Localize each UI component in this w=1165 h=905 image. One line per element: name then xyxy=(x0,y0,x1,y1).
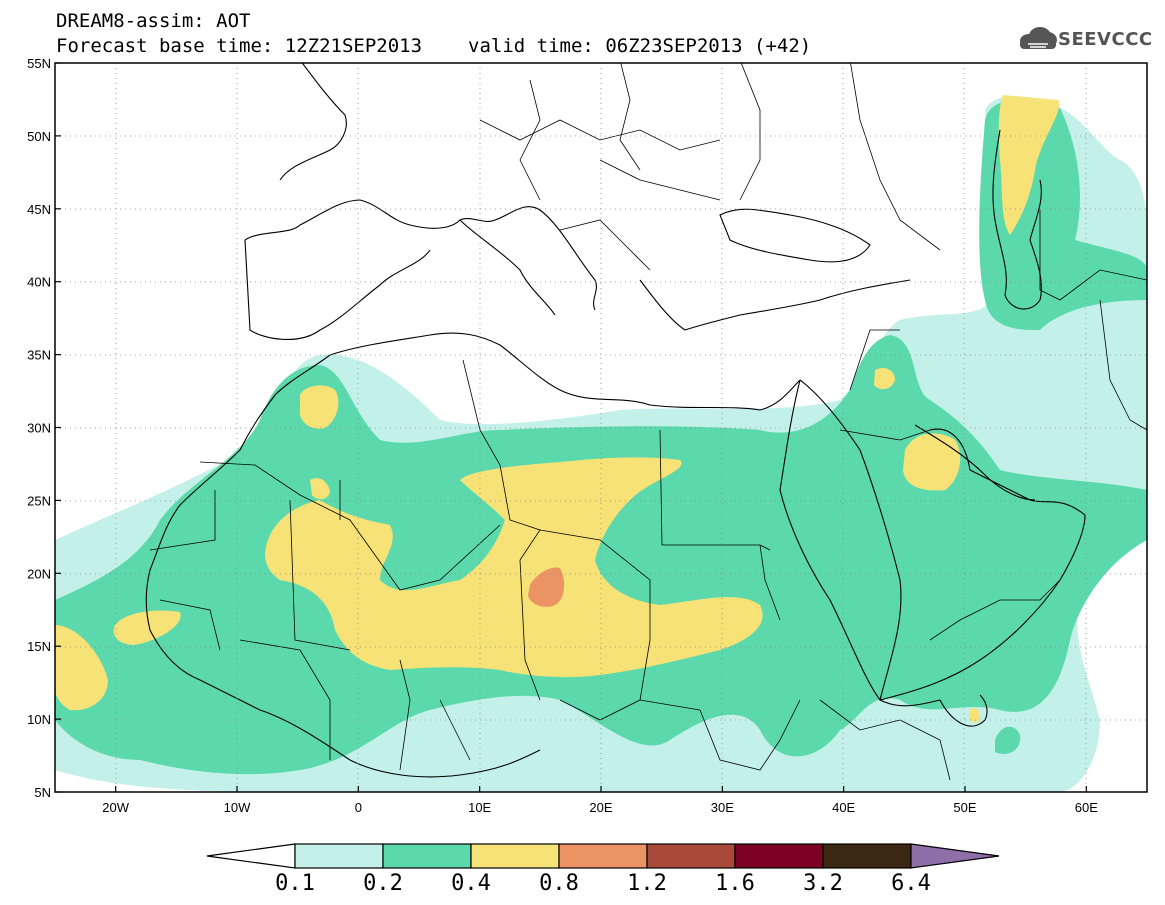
lat-label: 50N xyxy=(27,129,51,144)
lon-label: 30E xyxy=(711,800,734,815)
colorbar: 0.1 0.2 0.4 0.8 1.2 1.6 3.2 6.4 xyxy=(206,843,1000,896)
forecast-base-time: Forecast base time: 12Z21SEP2013 xyxy=(56,35,423,57)
lat-label: 30N xyxy=(27,421,51,436)
logo xyxy=(1020,27,1057,49)
valid-time: valid time: 06Z23SEP2013 (+42) xyxy=(468,35,812,57)
country-borders xyxy=(149,63,1147,781)
lon-label: 20W xyxy=(102,800,129,815)
colorbar-segment xyxy=(382,843,472,869)
lon-label: 50E xyxy=(953,800,976,815)
colorbar-segment xyxy=(558,843,648,869)
longitude-axis: 20W 10W 0 10E 20E 30E 40E 50E 60E xyxy=(102,786,1098,815)
colorbar-segment xyxy=(734,843,824,869)
lat-label: 35N xyxy=(27,348,51,363)
aot-band-0.4-0.8 xyxy=(55,95,1060,723)
map-title: DREAM8-assim: AOT xyxy=(56,10,251,32)
latitude-axis: 55N 50N 45N 40N 35N 30N 25N 20N 15N 10N 5N xyxy=(27,56,61,800)
lat-label: 55N xyxy=(27,56,51,71)
coastlines xyxy=(145,63,1086,778)
colorbar-label: 1.6 xyxy=(715,871,755,896)
colorbar-upper-extend xyxy=(910,843,1000,869)
lat-label: 10N xyxy=(27,712,51,727)
colorbar-segment xyxy=(294,843,384,869)
lon-label: 10E xyxy=(468,800,491,815)
gridlines xyxy=(55,63,1147,792)
lat-label: 45N xyxy=(27,202,51,217)
colorbar-label: 6.4 xyxy=(891,871,931,896)
lat-label: 20N xyxy=(27,566,51,581)
colorbar-label: 3.2 xyxy=(803,871,843,896)
colorbar-label: 0.4 xyxy=(451,871,491,896)
colorbar-segment xyxy=(470,843,560,869)
lat-label: 5N xyxy=(34,785,51,800)
aot-fields xyxy=(55,95,1147,792)
colorbar-label: 0.1 xyxy=(275,871,315,896)
colorbar-lower-extend xyxy=(206,843,296,869)
lon-label: 0 xyxy=(355,800,362,815)
aot-band-0.8-1.2 xyxy=(528,567,565,607)
logo-text: SEEVCCC xyxy=(1058,29,1153,50)
lon-label: 40E xyxy=(832,800,855,815)
lon-label: 60E xyxy=(1075,800,1098,815)
lat-label: 25N xyxy=(27,493,51,508)
colorbar-segment xyxy=(822,843,912,869)
colorbar-segment xyxy=(646,843,736,869)
colorbar-label: 0.2 xyxy=(363,871,403,896)
colorbar-label: 1.2 xyxy=(627,871,667,896)
time-info: Forecast base time: 12Z21SEP2013 valid ti… xyxy=(56,36,811,56)
lat-label: 15N xyxy=(27,639,51,654)
lon-label: 10W xyxy=(224,800,251,815)
colorbar-label: 0.8 xyxy=(539,871,579,896)
cloud-icon xyxy=(1020,27,1057,49)
lat-label: 40N xyxy=(27,275,51,290)
lon-label: 20E xyxy=(589,800,612,815)
